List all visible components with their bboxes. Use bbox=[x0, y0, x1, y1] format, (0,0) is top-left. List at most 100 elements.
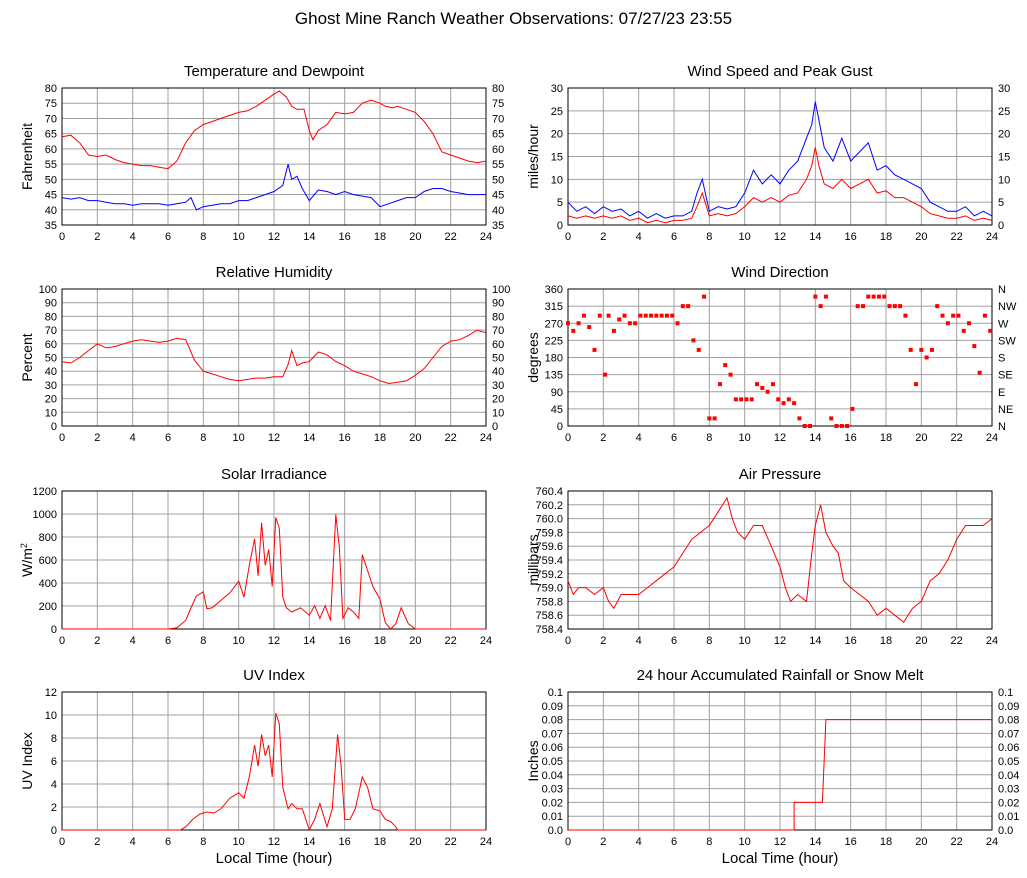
temp-right-ytick-label: 40 bbox=[492, 205, 504, 217]
wind-xtick-label: 14 bbox=[809, 231, 821, 243]
rain-series-line-0 bbox=[568, 719, 992, 831]
wdir-xtick-label: 4 bbox=[636, 432, 642, 444]
wdir-ytick-label: 270 bbox=[545, 318, 563, 330]
rain-xtick-label: 0 bbox=[565, 836, 571, 848]
wdir-point bbox=[592, 347, 597, 352]
wdir-point bbox=[675, 321, 680, 326]
wdir-point bbox=[908, 347, 913, 352]
wdir-frame bbox=[567, 288, 993, 427]
wdir-point bbox=[834, 424, 839, 428]
rain-right-ytick-label: 0.06 bbox=[998, 742, 1019, 754]
rain-ytick-label: 0.05 bbox=[542, 756, 563, 768]
wdir-point bbox=[617, 317, 622, 322]
rh-right-ytick-label: 10 bbox=[492, 407, 504, 419]
pressure-ytick-label: 759.4 bbox=[535, 555, 563, 567]
temp-xtick-label: 10 bbox=[233, 231, 245, 243]
wdir-point bbox=[603, 372, 608, 377]
rain-ytick-label: 0.07 bbox=[542, 728, 563, 740]
uv-title: UV Index bbox=[243, 667, 305, 684]
wind-title: Wind Speed and Peak Gust bbox=[687, 63, 873, 80]
rh-title: Relative Humidity bbox=[216, 264, 333, 281]
uv-xtick-label: 6 bbox=[165, 836, 171, 848]
rain-right-ytick-label: 0.02 bbox=[998, 797, 1019, 809]
rh-right-ytick-label: 60 bbox=[492, 339, 504, 351]
wdir-point bbox=[802, 424, 807, 428]
wdir-point bbox=[776, 397, 781, 402]
solar-frame bbox=[61, 490, 487, 630]
wdir-right-ytick-label: E bbox=[998, 387, 1005, 399]
temp-right-ytick-label: 60 bbox=[492, 144, 504, 156]
rain-xtick-label: 2 bbox=[600, 836, 606, 848]
solar-title: Solar Irradiance bbox=[221, 466, 327, 483]
rh-xtick-label: 22 bbox=[445, 432, 457, 444]
wind-xtick-label: 10 bbox=[739, 231, 751, 243]
wdir-point bbox=[749, 397, 754, 402]
solar-ytick-label: 200 bbox=[39, 601, 57, 613]
rain-ytick-label: 0.01 bbox=[542, 811, 563, 823]
temp-right-ytick-label: 75 bbox=[492, 98, 504, 110]
pressure-ytick-label: 759.2 bbox=[535, 569, 563, 581]
temp-ytick-label: 75 bbox=[45, 98, 57, 110]
wdir-ytick-label: 225 bbox=[545, 335, 563, 347]
rh-right-ytick-label: 90 bbox=[492, 298, 504, 310]
rain-xtick-label: 4 bbox=[636, 836, 642, 848]
wdir-ytick-label: 360 bbox=[545, 284, 563, 296]
wind-ylabel: miles/hour bbox=[525, 124, 541, 189]
wdir-point bbox=[707, 416, 712, 421]
uv-ytick-label: 8 bbox=[51, 733, 57, 745]
wdir-point bbox=[696, 347, 701, 352]
rh-right-ytick-label: 100 bbox=[492, 284, 510, 296]
pressure-frame bbox=[567, 490, 993, 630]
wdir-point bbox=[770, 382, 775, 387]
wdir-point bbox=[914, 382, 919, 387]
wdir-point bbox=[855, 304, 860, 309]
wind-series-line-0 bbox=[567, 101, 993, 219]
wdir-right-ytick-label: S bbox=[998, 353, 1005, 365]
solar-xtick-label: 4 bbox=[130, 635, 136, 647]
temp-xtick-label: 0 bbox=[59, 231, 65, 243]
solar-xtick-label: 10 bbox=[233, 635, 245, 647]
wdir-point bbox=[643, 313, 648, 318]
wdir-xtick-label: 12 bbox=[774, 432, 786, 444]
wdir-point bbox=[611, 328, 616, 333]
wdir-xtick-label: 2 bbox=[600, 432, 606, 444]
wdir-point bbox=[929, 347, 934, 352]
rain-right-ytick-label: 0.0 bbox=[998, 825, 1013, 837]
uv-ytick-label: 2 bbox=[51, 802, 57, 814]
temp-xtick-label: 6 bbox=[165, 231, 171, 243]
temp-series-line-1 bbox=[61, 163, 486, 211]
wdir-point bbox=[566, 321, 570, 326]
wdir-point bbox=[627, 321, 632, 326]
wdir-point bbox=[813, 294, 818, 299]
uv-xtick-label: 14 bbox=[303, 836, 315, 848]
wdir-point bbox=[982, 313, 987, 318]
wind-xtick-label: 8 bbox=[706, 231, 712, 243]
rain-ytick-label: 0.04 bbox=[542, 770, 563, 782]
wdir-point bbox=[967, 321, 972, 326]
wdir-point bbox=[961, 328, 966, 333]
wdir-point bbox=[659, 313, 664, 318]
wdir-point bbox=[898, 304, 903, 309]
wdir-point bbox=[882, 294, 887, 299]
rain-ytick-label: 0.08 bbox=[542, 715, 563, 727]
wdir-point bbox=[871, 294, 876, 299]
temp-ytick-label: 60 bbox=[45, 144, 57, 156]
wdir-point bbox=[919, 347, 924, 352]
solar-xtick-label: 20 bbox=[409, 635, 421, 647]
wind-xtick-label: 22 bbox=[951, 231, 963, 243]
rain-ylabel: Inches bbox=[525, 740, 541, 781]
rh-right-ytick-label: 70 bbox=[492, 325, 504, 337]
temp-xtick-label: 4 bbox=[130, 231, 136, 243]
temp-right-ytick-label: 70 bbox=[492, 113, 504, 125]
wind-right-ytick-label: 15 bbox=[998, 152, 1010, 164]
rain-right-ytick-label: 0.05 bbox=[998, 756, 1019, 768]
temp-right-ytick-label: 35 bbox=[492, 220, 504, 232]
wdir-point bbox=[808, 424, 813, 428]
rh-ytick-label: 70 bbox=[45, 325, 57, 337]
wdir-ytick-label: 135 bbox=[545, 370, 563, 382]
wdir-point bbox=[861, 304, 866, 309]
solar-ytick-label: 1000 bbox=[33, 509, 57, 521]
rain-ytick-label: 0.03 bbox=[542, 784, 563, 796]
